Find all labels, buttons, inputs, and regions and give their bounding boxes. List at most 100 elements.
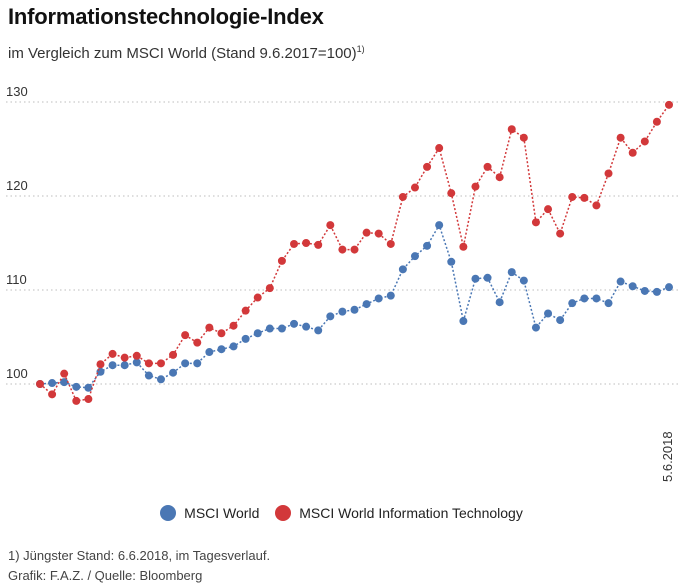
data-point <box>253 293 262 302</box>
data-point <box>640 286 649 295</box>
data-point <box>169 350 178 359</box>
footnote: 1) Jüngster Stand: 6.6.2018, im Tagesver… <box>8 548 271 563</box>
data-point <box>423 241 432 250</box>
data-point <box>628 148 637 157</box>
data-point <box>374 229 383 238</box>
line-chart: 100 110 120 130 5.6.2018 <box>6 84 678 482</box>
data-point <box>241 334 250 343</box>
data-point <box>652 287 661 296</box>
y-tick-label: 110 <box>6 272 27 287</box>
data-point <box>665 100 673 109</box>
data-point <box>60 378 69 387</box>
data-point <box>604 169 613 178</box>
data-point <box>652 117 661 126</box>
data-point <box>495 173 504 182</box>
y-tick-label: 100 <box>6 366 28 381</box>
data-point <box>410 183 419 192</box>
data-point <box>616 133 625 142</box>
legend-swatch-blue <box>160 505 177 521</box>
data-point <box>507 125 516 134</box>
data-point <box>350 245 359 254</box>
data-point <box>374 294 383 303</box>
data-point <box>132 358 141 367</box>
data-point <box>398 265 407 274</box>
data-point <box>229 342 238 351</box>
series-line <box>39 104 670 402</box>
data-point <box>108 361 117 370</box>
data-point <box>217 345 226 354</box>
subtitle-footnote-marker: 1) <box>356 44 365 54</box>
data-point <box>169 368 178 377</box>
data-point <box>483 162 492 171</box>
data-point <box>447 257 456 266</box>
data-point <box>568 299 577 308</box>
data-point <box>156 375 165 384</box>
data-point <box>181 359 190 368</box>
data-point <box>253 329 262 338</box>
data-point <box>108 349 117 358</box>
data-point <box>326 221 335 230</box>
data-point <box>435 221 444 230</box>
data-point <box>96 360 105 369</box>
data-point <box>132 351 141 360</box>
data-point <box>386 239 395 248</box>
data-point <box>302 322 311 331</box>
data-point <box>544 205 553 214</box>
subtitle-text: im Vergleich zum MSCI World (Stand 9.6.2… <box>8 45 357 62</box>
data-point <box>84 383 93 392</box>
data-point <box>640 137 649 146</box>
data-point <box>531 323 540 332</box>
data-point <box>628 282 637 291</box>
x-tick-label: 5.6.2018 <box>660 431 675 482</box>
legend: MSCI World MSCI World Information Techno… <box>0 505 683 524</box>
data-point <box>423 162 432 171</box>
data-point <box>507 268 516 277</box>
legend-label: MSCI World <box>184 505 260 521</box>
source-credit: Grafik: F.A.Z. / Quelle: Bloomberg <box>8 568 203 583</box>
data-point <box>120 361 129 370</box>
data-point <box>72 382 81 391</box>
data-point <box>592 201 601 210</box>
data-point <box>362 300 371 309</box>
data-point <box>193 359 202 368</box>
data-point <box>277 256 286 265</box>
data-point <box>616 277 625 286</box>
data-point <box>84 395 93 404</box>
data-point <box>471 182 480 191</box>
data-point <box>362 228 371 237</box>
data-point <box>205 323 214 332</box>
data-point <box>531 218 540 227</box>
data-point <box>314 240 323 249</box>
data-point <box>217 329 226 338</box>
data-point <box>193 338 202 347</box>
data-point <box>265 324 274 333</box>
data-point <box>580 294 589 303</box>
chart-title: Informationstechnologie-Index <box>8 4 324 29</box>
data-point <box>120 353 129 362</box>
data-point <box>410 252 419 261</box>
data-point <box>72 396 81 405</box>
data-point <box>326 312 335 321</box>
data-point <box>604 299 613 308</box>
data-point <box>519 276 528 285</box>
data-point <box>156 359 165 368</box>
legend-label: MSCI World Information Technology <box>299 505 523 521</box>
data-point <box>36 380 44 388</box>
data-point <box>181 331 190 340</box>
data-point <box>314 326 323 335</box>
data-point <box>519 133 528 142</box>
data-point <box>144 359 153 368</box>
data-point <box>48 390 57 399</box>
data-point <box>338 245 347 254</box>
data-point <box>277 324 286 333</box>
data-point <box>665 283 673 292</box>
data-point <box>435 144 444 153</box>
data-point <box>241 306 250 315</box>
data-point <box>556 316 565 325</box>
data-point <box>459 317 468 326</box>
data-point <box>398 192 407 201</box>
data-point <box>592 294 601 303</box>
data-point <box>471 274 480 283</box>
data-point <box>60 369 69 378</box>
legend-item-msci-world-it: MSCI World Information Technology <box>275 505 523 521</box>
